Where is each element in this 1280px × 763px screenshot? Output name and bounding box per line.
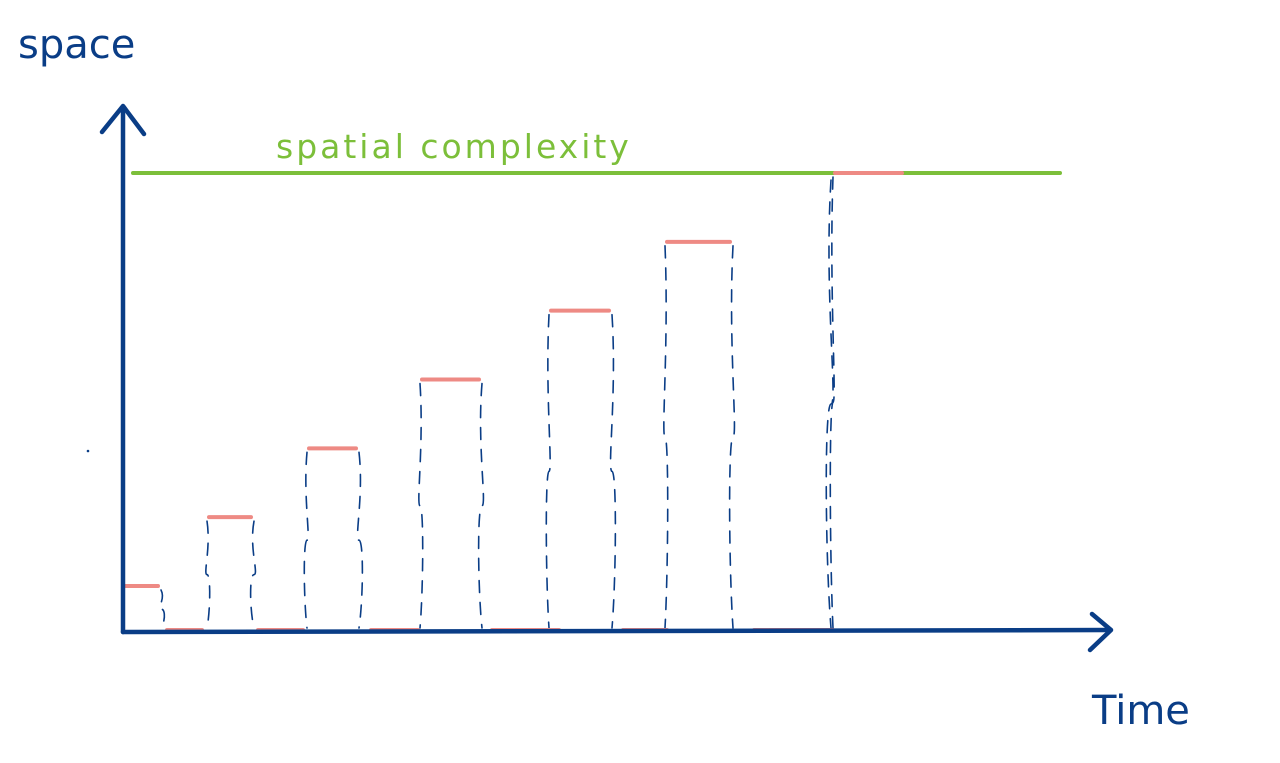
spatial-complexity-label: spatial complexity (276, 127, 632, 166)
guide-fall (477, 382, 485, 629)
x-axis-arrow-icon (1087, 611, 1114, 653)
guide-fall (609, 313, 617, 629)
guide-rise (205, 520, 211, 629)
guide-rise (829, 176, 835, 629)
x-axis (120, 627, 1113, 635)
axes (99, 103, 1114, 653)
dashed-guide-lines (158, 176, 835, 629)
x-axis-label: Time (1091, 688, 1190, 734)
guide-fall (249, 520, 257, 629)
guide-rise (303, 451, 309, 629)
guide-fall (158, 589, 166, 629)
y-axis-arrow-icon (99, 103, 147, 137)
guide-fall (728, 245, 736, 629)
guide-rise-final (825, 179, 834, 629)
guide-rise (663, 245, 669, 629)
guide-rise (545, 313, 551, 629)
guide-rise (418, 382, 424, 629)
stray-dot (86, 449, 90, 453)
guide-fall (356, 451, 364, 629)
memory-usage-marks (122, 171, 904, 632)
y-axis-label: space (18, 22, 135, 68)
